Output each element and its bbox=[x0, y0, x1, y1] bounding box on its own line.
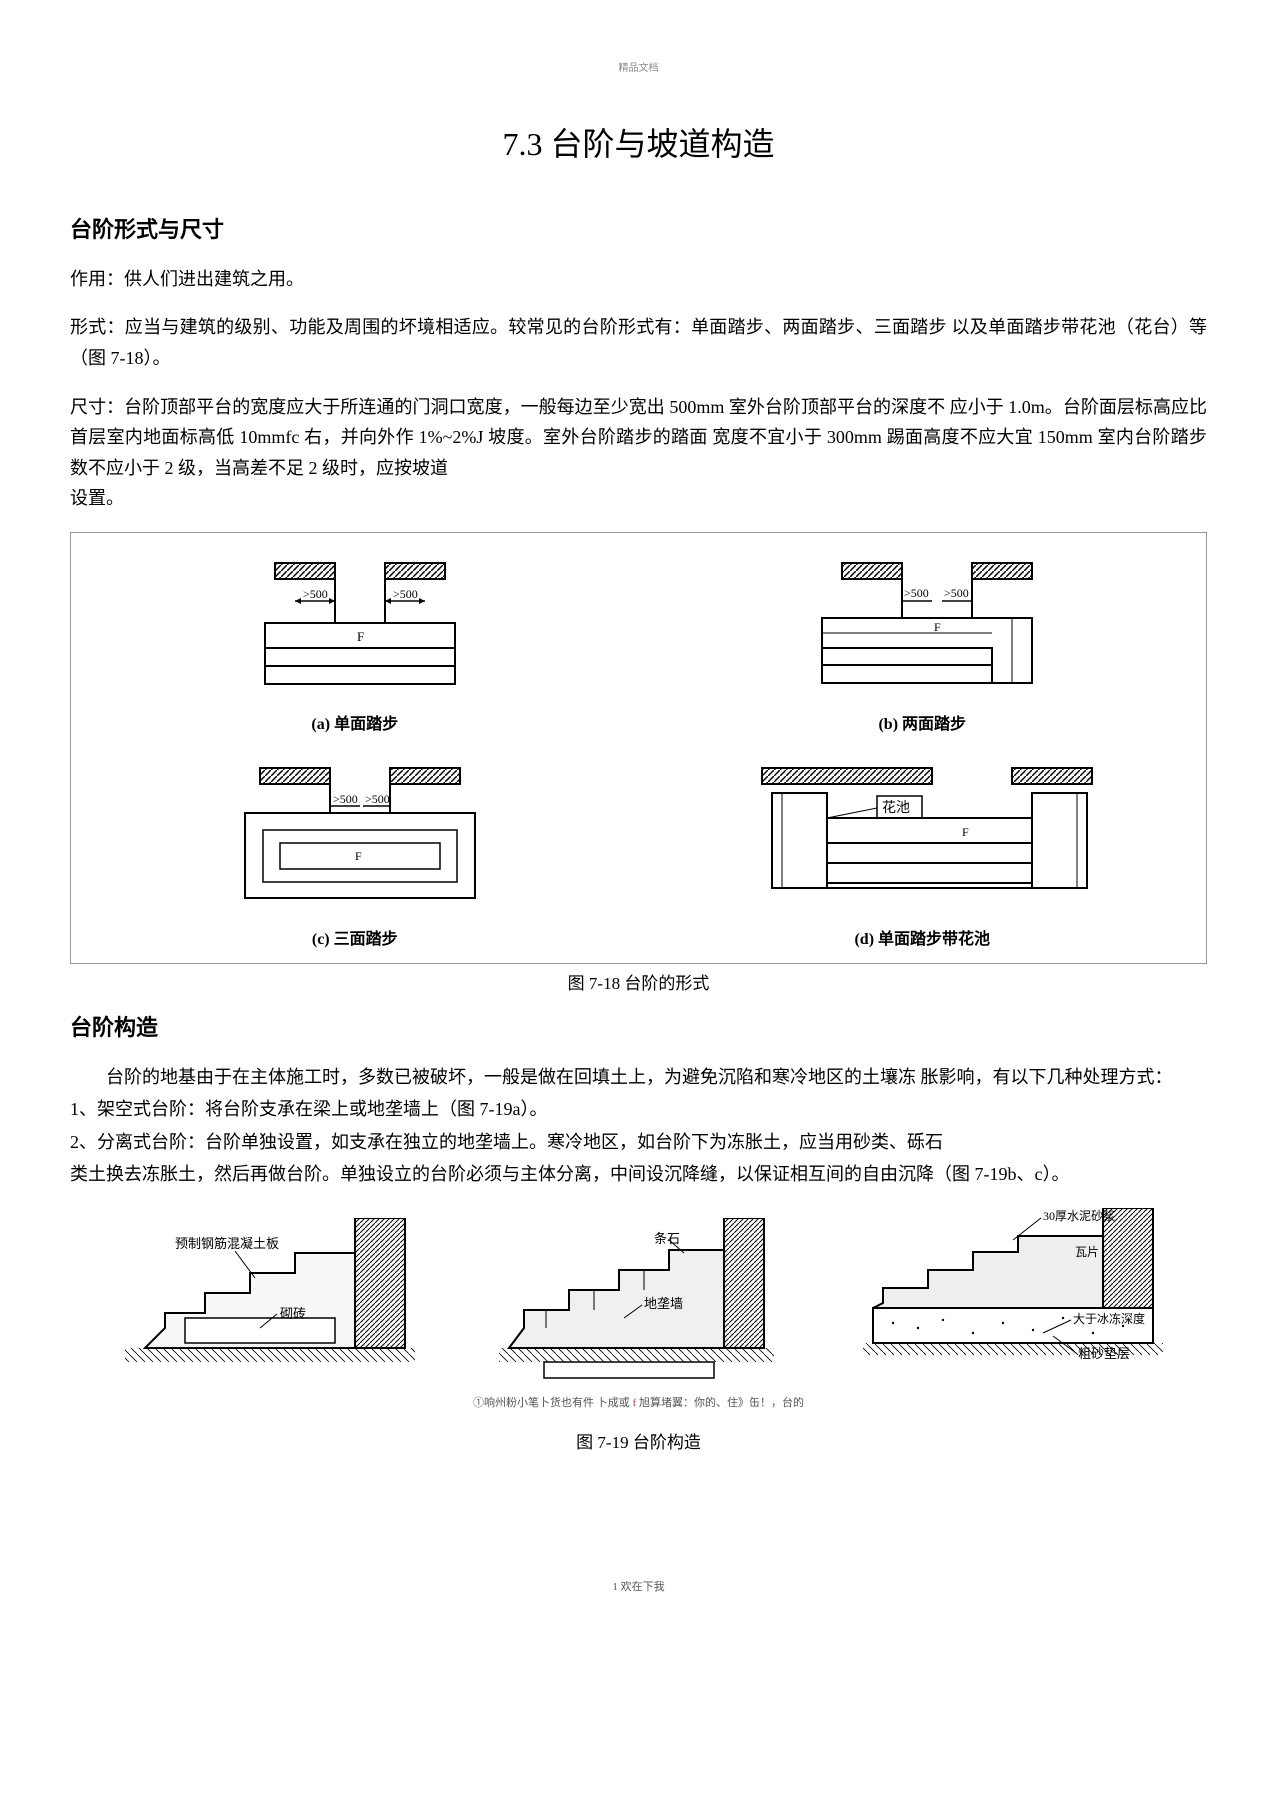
fig19-footer-note: ①响州粉小笔卜货也有件 卜成或 f 旭算堵翼：你的、住》缶！，台的 bbox=[80, 1394, 1197, 1413]
fig18-b-label: (b) 两面踏步 bbox=[772, 711, 1072, 738]
header-small-text: 精品文档 bbox=[70, 60, 1207, 77]
fig18-b-f: F bbox=[934, 620, 941, 634]
section2-title: 台阶构造 bbox=[70, 1009, 1207, 1046]
paragraph-dimension: 尺寸：台阶顶部平台的宽度应大于所连通的门洞口宽度，一般每边至少宽出 500mm … bbox=[70, 392, 1207, 484]
fig18-d-label: (d) 单面踏步带花池 bbox=[732, 926, 1112, 953]
fig19-caption: 图 7-19 台阶构造 bbox=[70, 1429, 1207, 1458]
paragraph-form: 形式：应当与建筑的级别、功能及周围的坏境相适应。较常见的台阶形式有：单面踏步、两… bbox=[70, 312, 1207, 373]
fig18-c-dim1: >500 bbox=[333, 792, 358, 806]
fig18-a-label: (a) 单面踏步 bbox=[215, 711, 495, 738]
fig18-b-cell: >500 >500 F (b) 两面踏步 bbox=[772, 553, 1072, 738]
fig18-b-dim2: >500 bbox=[944, 586, 969, 600]
paragraph-method-2a: 2、分离式台阶：台阶单独设置，如支承在独立的地垄墙上。寒冷地区，如台阶下为冻胀土… bbox=[70, 1127, 1207, 1158]
paragraph-method-2b: 类土换去冻胀土，然后再做台阶。单独设立的台阶必须与主体分离，中间设沉降缝，以保证… bbox=[70, 1159, 1207, 1190]
fig18-caption: 图 7-18 台阶的形式 bbox=[70, 970, 1207, 999]
fig19-footer-suffix: 旭算堵翼：你的、住》缶！，台的 bbox=[636, 1397, 804, 1409]
main-title: 7.3 台阶与坡道构造 bbox=[70, 117, 1207, 171]
fig19-b-ann2: 地垄墙 bbox=[644, 1296, 683, 1311]
fig19-c-ann3: 大于冰冻深度 bbox=[1073, 1311, 1145, 1326]
paragraph-dimension-b: 设置。 bbox=[70, 483, 1207, 514]
section1-title: 台阶形式与尺寸 bbox=[70, 211, 1207, 248]
paragraph-purpose: 作用：供人们进出建筑之用。 bbox=[70, 264, 1207, 295]
fig18-c-cell: >500 >500 F (c) 三面踏步 bbox=[205, 758, 505, 953]
paragraph-construction-intro: 台阶的地基由于在主体施工时，多数已被破坏，一般是做在回填土上，为避免沉陷和寒冷地… bbox=[70, 1062, 1207, 1093]
fig18-d-flower: 花池 bbox=[882, 800, 910, 816]
fig19-a-diagram: 预制钢筋混凝土板 砌砖 bbox=[105, 1218, 425, 1388]
fig18-c-f: F bbox=[355, 849, 362, 863]
fig19-b-ann1: 条石 bbox=[654, 1231, 680, 1246]
fig18-a-dim1: >500 bbox=[303, 587, 328, 601]
fig18-c-diagram: >500 >500 F bbox=[205, 758, 505, 918]
fig18-d-cell: 花池 F (d) 单面踏步带花池 bbox=[732, 758, 1112, 953]
fig18-b-dim1: >500 bbox=[904, 586, 929, 600]
fig19-a-ann2: 砌砖 bbox=[280, 1306, 306, 1321]
fig18-a-dim2: >500 bbox=[393, 587, 418, 601]
fig19-footer-prefix: ①响州粉小笔卜货也有件 卜成或 bbox=[473, 1397, 633, 1409]
fig18-a-cell: >500 >500 F (a) 单面踏步 bbox=[215, 553, 495, 738]
page-number: 1 欢在下我 bbox=[70, 1578, 1207, 1597]
fig18-a-diagram: >500 >500 F bbox=[215, 553, 495, 703]
fig19-c-diagram: 30厚水泥砂浆 瓦片 大于冰冻深度 粗砂垫层 bbox=[843, 1208, 1173, 1388]
fig18-c-dim2: >500 bbox=[365, 792, 390, 806]
fig19-b-diagram: 条石 地垄墙 bbox=[484, 1218, 784, 1388]
fig19-a-ann1: 预制钢筋混凝土板 bbox=[175, 1236, 279, 1251]
paragraph-method-1: 1、架空式台阶：将台阶支承在梁上或地垄墙上（图 7-19a）。 bbox=[70, 1094, 1207, 1125]
figure-7-19-row: 预制钢筋混凝土板 砌砖 条石 地垄墙 bbox=[80, 1208, 1197, 1388]
figure-7-18-container: >500 >500 F (a) 单面踏步 >500 bbox=[70, 532, 1207, 964]
fig18-c-label: (c) 三面踏步 bbox=[205, 926, 505, 953]
fig19-c-ann2: 瓦片 bbox=[1075, 1245, 1099, 1259]
figure-7-18-grid: >500 >500 F (a) 单面踏步 >500 bbox=[91, 553, 1186, 953]
fig18-d-diagram: 花池 F bbox=[732, 758, 1112, 918]
fig18-a-f: F bbox=[357, 629, 364, 644]
fig18-d-f: F bbox=[962, 825, 969, 839]
figure-7-19-container: 预制钢筋混凝土板 砌砖 条石 地垄墙 bbox=[70, 1198, 1207, 1423]
fig19-c-ann1: 30厚水泥砂浆 bbox=[1043, 1208, 1115, 1223]
fig18-b-diagram: >500 >500 F bbox=[772, 553, 1072, 703]
